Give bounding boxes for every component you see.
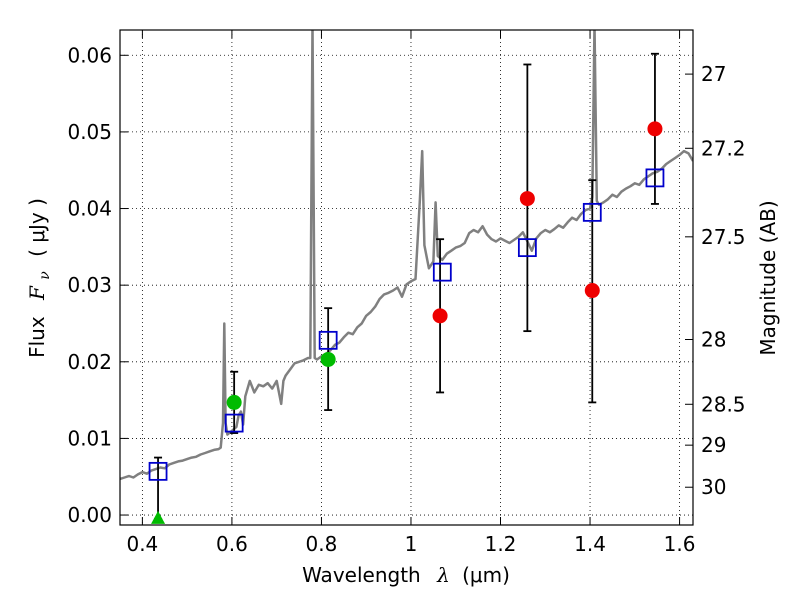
x-axis-title-text: Wavelength [302, 563, 421, 587]
model-photometry-square [517, 238, 537, 258]
magnitude-tick-label: 27.2 [701, 136, 746, 160]
y-tick-label: 0.02 [67, 350, 112, 374]
x-tick-label: 0.8 [306, 532, 338, 556]
y-axis-ticks: 0.00 0.01 0.02 0.03 0.04 0.05 0.06 [67, 43, 128, 527]
x-axis-title-unit: (μm) [462, 563, 510, 587]
model-photometry-square [148, 461, 168, 481]
observed-photometry-point [226, 394, 242, 410]
magnitude-tick-label: 29 [701, 433, 726, 457]
grid-lines [120, 30, 693, 525]
x-tick-label: 1.6 [664, 532, 696, 556]
model-photometry-layer [148, 168, 665, 481]
magnitude-tick-label: 27.5 [701, 225, 746, 249]
observed-photometry-layer [151, 121, 663, 524]
model-spectrum-line [120, 30, 693, 481]
magnitude-axis-title: Magnitude (AB) [756, 200, 780, 355]
x-axis-title: Wavelength λ (μm) [302, 563, 510, 587]
y-axis-title: Flux F ν ( μJy ) [25, 198, 54, 358]
magnitude-tick-label: 30 [701, 475, 726, 499]
magnitude-tick-label: 27 [701, 62, 726, 86]
x-tick-label: 1 [405, 532, 418, 556]
observed-upper-limit-triangle [151, 510, 166, 524]
observed-photometry-point [647, 121, 663, 137]
x-tick-label: 0.4 [126, 532, 158, 556]
magnitude-axis-ticks: 27 27.2 27.5 28 28.5 29 30 [685, 62, 746, 499]
x-tick-label: 0.6 [216, 532, 248, 556]
y-axis-title-sub: ν [37, 271, 53, 280]
model-photometry-square [224, 413, 244, 433]
x-axis-title-math: λ [436, 563, 450, 587]
y-tick-label: 0.05 [67, 120, 112, 144]
y-tick-label: 0.01 [67, 426, 112, 450]
x-tick-label: 1.4 [574, 532, 606, 556]
y-tick-label: 0.06 [67, 43, 112, 67]
observed-photometry-point [584, 283, 600, 299]
x-axis-ticks: 0.4 0.6 0.8 1 1.2 1.4 1.6 [126, 30, 695, 556]
x-tick-label: 1.2 [485, 532, 517, 556]
magnitude-tick-label: 28.5 [701, 392, 746, 416]
model-photometry-square [318, 330, 338, 350]
y-tick-label: 0.03 [67, 273, 112, 297]
observed-photometry-point [320, 351, 336, 367]
model-photometry-square [432, 262, 452, 282]
y-tick-label: 0.04 [67, 197, 112, 221]
magnitude-tick-label: 28 [701, 328, 726, 352]
observed-photometry-point [519, 191, 535, 207]
plot-background [120, 30, 693, 525]
y-axis-title-unit: ( μJy ) [25, 198, 49, 257]
model-spectrum-layer [120, 30, 693, 481]
y-axis-title-math: F [25, 285, 49, 301]
y-axis-title-text: Flux [25, 316, 49, 358]
observed-photometry-point [432, 308, 448, 324]
y-tick-label: 0.00 [67, 503, 112, 527]
model-photometry-square [582, 202, 602, 222]
plot-frame [119, 29, 694, 526]
model-photometry-square [645, 168, 665, 188]
